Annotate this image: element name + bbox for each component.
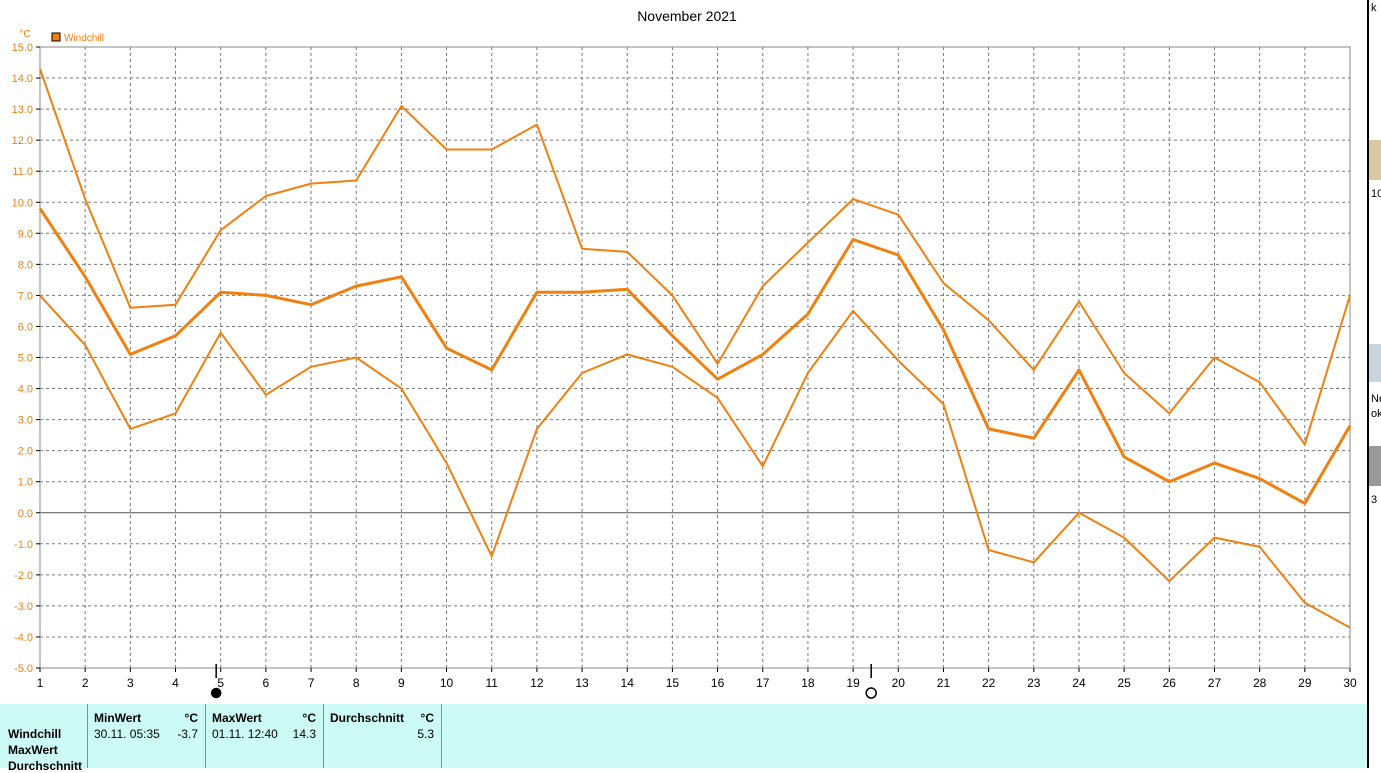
strip-tile bbox=[1369, 446, 1381, 486]
y-tick-label: -4.0 bbox=[14, 632, 33, 644]
x-tick-label: 23 bbox=[1027, 676, 1041, 690]
x-tick-label: 15 bbox=[666, 676, 680, 690]
y-tick-label: -3.0 bbox=[14, 601, 33, 613]
avg-value: 5.3 bbox=[417, 727, 434, 741]
strip-tile bbox=[1369, 344, 1381, 382]
column-separator bbox=[205, 704, 206, 768]
x-tick-label: 14 bbox=[621, 676, 635, 690]
adjacent-window-strip: k 10 Ne ok 3 bbox=[1367, 0, 1381, 768]
column-separator bbox=[441, 704, 442, 768]
y-tick-label: 5.0 bbox=[18, 353, 33, 365]
x-tick-label: 3 bbox=[127, 676, 134, 690]
y-tick-label: 0.0 bbox=[18, 508, 33, 520]
avg-unit: °C bbox=[420, 711, 434, 725]
avg-header: Durchschnitt bbox=[330, 711, 405, 725]
series-avg-line bbox=[38, 207, 1352, 505]
min-value: -3.7 bbox=[177, 727, 198, 741]
column-separator bbox=[87, 704, 88, 768]
y-tick-label: 14.0 bbox=[12, 73, 33, 85]
max-header: MaxWert bbox=[212, 711, 262, 725]
x-tick-label: 11 bbox=[485, 676, 498, 690]
y-tick-label: 1.0 bbox=[18, 477, 33, 489]
x-tick-label: 5 bbox=[217, 676, 224, 690]
y-unit-label: °C bbox=[19, 29, 30, 40]
y-tick-label: 15.0 bbox=[12, 42, 33, 54]
x-tick-label: 27 bbox=[1208, 676, 1222, 690]
y-tick-label: 7.0 bbox=[18, 290, 33, 302]
x-tick-label: 21 bbox=[937, 676, 951, 690]
y-tick-label: -1.0 bbox=[14, 539, 33, 551]
max-datetime: 01.11. 12:40 bbox=[212, 727, 278, 741]
stats-row-label: Durchschnitt bbox=[8, 759, 83, 773]
x-tick-label: 19 bbox=[846, 676, 860, 690]
windchill-chart: November 2021 °C Windchill -5.0-4.0-3.0-… bbox=[12, 8, 1357, 699]
y-tick-label: -2.0 bbox=[14, 570, 33, 582]
y-tick-label: 2.0 bbox=[18, 446, 33, 458]
x-tick-label: 13 bbox=[575, 676, 589, 690]
y-tick-label: 4.0 bbox=[18, 384, 33, 396]
grid bbox=[40, 47, 1350, 668]
series-lines bbox=[38, 68, 1352, 629]
legend-swatch bbox=[51, 32, 61, 42]
stats-row-label: Windchill bbox=[8, 727, 62, 741]
x-tick-label: 20 bbox=[892, 676, 906, 690]
strip-fragment: ok bbox=[1371, 408, 1381, 420]
y-tick-label: 11.0 bbox=[12, 166, 33, 178]
y-tick-label: 12.0 bbox=[12, 135, 33, 147]
y-tick-label: 10.0 bbox=[12, 197, 33, 209]
y-tick-label: -5.0 bbox=[14, 663, 33, 675]
x-tick-label: 4 bbox=[172, 676, 179, 690]
legend-label: Windchill bbox=[64, 33, 104, 44]
x-tick-label: 22 bbox=[982, 676, 996, 690]
max-unit: °C bbox=[302, 711, 316, 725]
x-tick-label: 30 bbox=[1343, 676, 1357, 690]
series-max-line bbox=[39, 68, 1351, 446]
x-tick-label: 7 bbox=[308, 676, 315, 690]
x-tick-label: 10 bbox=[440, 676, 454, 690]
strip-fragment: 3 bbox=[1371, 494, 1378, 506]
x-tick-label: 18 bbox=[801, 676, 815, 690]
y-tick-label: 6.0 bbox=[18, 321, 33, 333]
x-tick-label: 6 bbox=[263, 676, 270, 690]
column-separator bbox=[323, 704, 324, 768]
x-tick-label: 1 bbox=[37, 676, 44, 690]
min-unit: °C bbox=[184, 711, 198, 725]
statistics-panel: Windchill MaxWert Durchschnitt MinWert °… bbox=[0, 704, 1367, 773]
new-moon-icon bbox=[210, 687, 222, 699]
x-axis-ticks: 1 2 3 4 5 6 7 8 9 10 11 12 13 14 15 16 17 18 19 20 21 22 23 24 2… bbox=[37, 668, 1357, 690]
min-datetime: 30.11. 05:35 bbox=[94, 727, 160, 741]
chart-title: November 2021 bbox=[637, 8, 737, 24]
moon-markers bbox=[210, 664, 877, 699]
x-tick-label: 17 bbox=[756, 676, 770, 690]
y-tick-label: 13.0 bbox=[12, 104, 33, 116]
x-tick-label: 29 bbox=[1298, 676, 1312, 690]
x-tick-label: 9 bbox=[398, 676, 405, 690]
y-tick-label: 3.0 bbox=[18, 415, 33, 427]
x-tick-label: 2 bbox=[82, 676, 89, 690]
x-tick-label: 16 bbox=[711, 676, 725, 690]
strip-fragment: Ne bbox=[1371, 393, 1381, 405]
x-tick-label: 26 bbox=[1163, 676, 1177, 690]
series-min-line bbox=[39, 294, 1351, 629]
strip-fragment: k bbox=[1371, 2, 1377, 14]
x-tick-label: 28 bbox=[1253, 676, 1267, 690]
stats-row-label: MaxWert bbox=[8, 743, 58, 757]
strip-tile bbox=[1369, 140, 1381, 180]
y-tick-label: 8.0 bbox=[18, 259, 33, 271]
min-header: MinWert bbox=[94, 711, 142, 725]
full-moon-icon bbox=[865, 687, 877, 699]
x-tick-label: 8 bbox=[353, 676, 360, 690]
x-tick-label: 25 bbox=[1117, 676, 1131, 690]
max-value: 14.3 bbox=[292, 727, 316, 741]
y-axis-ticks: -5.0 -4.0 -3.0 -2.0 -1.0 0.0 1.0 2.0 3.0 4.0 5.0 6.… bbox=[12, 42, 40, 675]
x-tick-label: 24 bbox=[1072, 676, 1086, 690]
strip-fragment: 10 bbox=[1371, 188, 1381, 200]
y-tick-label: 9.0 bbox=[18, 228, 33, 240]
x-tick-label: 12 bbox=[530, 676, 544, 690]
